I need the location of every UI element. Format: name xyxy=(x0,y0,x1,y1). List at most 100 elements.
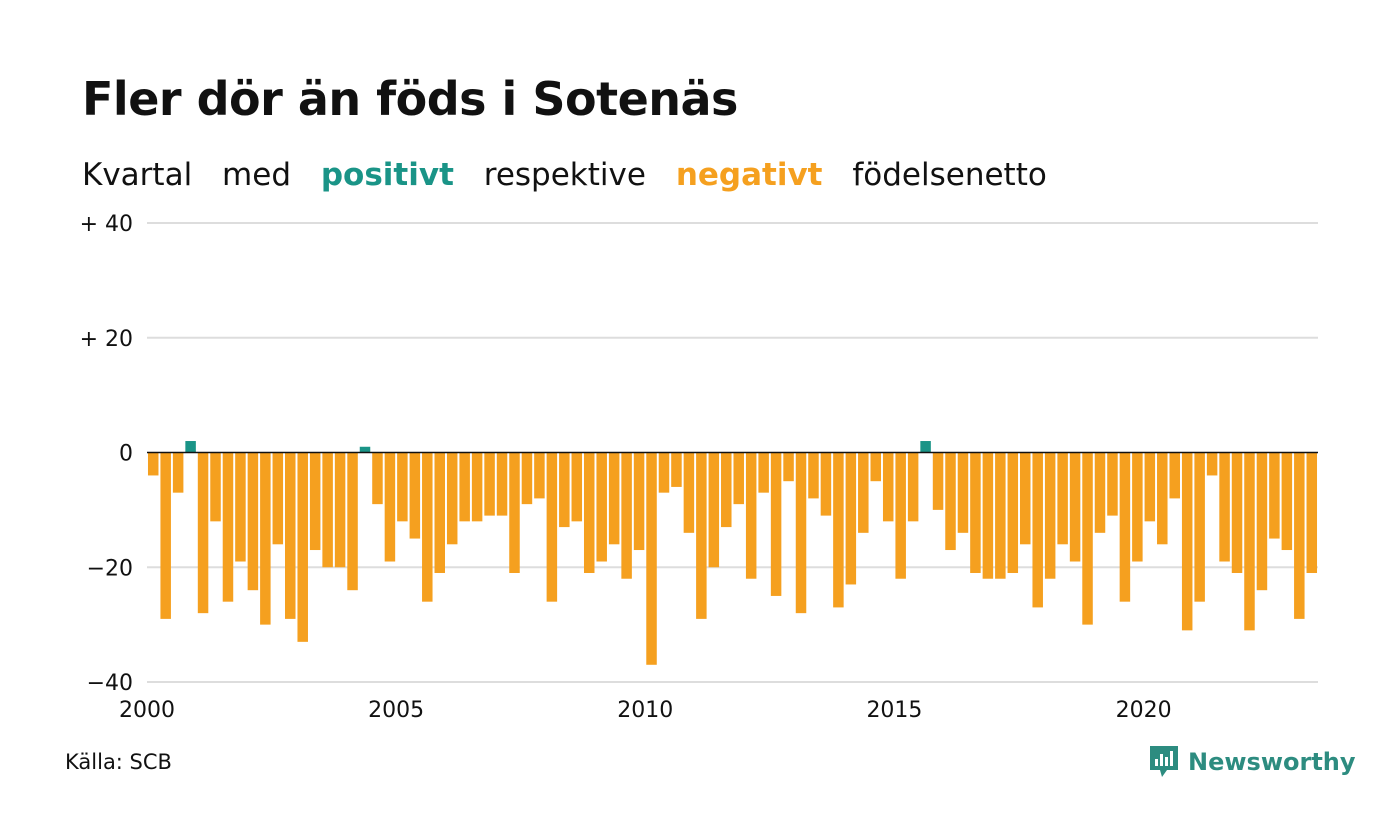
chart-title: Fler dör än föds i Sotenäs xyxy=(82,72,738,126)
bar xyxy=(1269,452,1280,539)
bar xyxy=(347,452,358,591)
bar xyxy=(272,452,284,545)
bar xyxy=(995,452,1006,579)
bar xyxy=(222,452,234,602)
x-tick-label: 2005 xyxy=(368,698,424,723)
bar xyxy=(882,452,894,522)
bar xyxy=(646,452,657,665)
bar xyxy=(721,452,732,528)
bar xyxy=(596,452,607,562)
bar xyxy=(770,452,782,596)
bar xyxy=(247,452,259,591)
bar xyxy=(1281,452,1293,551)
bar xyxy=(895,452,906,579)
bar xyxy=(1119,452,1131,602)
bar xyxy=(1020,452,1031,545)
bar xyxy=(920,441,931,453)
bar xyxy=(658,452,670,493)
x-tick-label: 2020 xyxy=(1116,698,1172,723)
bar xyxy=(1194,452,1205,602)
bar xyxy=(858,452,869,533)
bar xyxy=(1069,452,1081,562)
bar xyxy=(870,452,882,482)
chart-subtitle: Kvartal med positivt respektive negativt… xyxy=(82,157,1067,193)
bar xyxy=(907,452,919,522)
bar xyxy=(147,452,159,476)
subtitle-negative-label: negativt xyxy=(675,157,823,193)
bar xyxy=(210,452,221,522)
bar xyxy=(1206,452,1218,476)
bar xyxy=(1032,452,1043,608)
bar xyxy=(783,452,794,482)
bar xyxy=(633,452,645,551)
bar xyxy=(1057,452,1068,545)
bar xyxy=(521,452,533,505)
x-tick-label: 2010 xyxy=(617,698,673,723)
y-tick-label: + 20 xyxy=(80,327,133,352)
subtitle-word-1: Kvartal xyxy=(82,157,193,193)
bar xyxy=(696,452,707,619)
bar xyxy=(808,452,819,499)
source-note: Källa: SCB xyxy=(65,750,172,774)
bar xyxy=(1107,452,1118,516)
bar xyxy=(621,452,632,579)
bar xyxy=(608,452,620,545)
bar xyxy=(1219,452,1230,562)
bar xyxy=(260,452,271,625)
subtitle-positive-label: positivt xyxy=(320,157,454,193)
x-tick-label: 2015 xyxy=(866,698,922,723)
y-tick-label: −40 xyxy=(87,671,133,696)
subtitle-word-2: med xyxy=(222,157,291,193)
bar xyxy=(285,452,296,619)
bar xyxy=(1181,452,1193,631)
bar xyxy=(957,452,969,533)
bar xyxy=(1169,452,1180,499)
bar xyxy=(484,452,495,516)
bar xyxy=(534,452,545,499)
bar xyxy=(1294,452,1305,619)
bar xyxy=(1256,452,1268,591)
bar xyxy=(496,452,508,516)
bar xyxy=(509,452,520,573)
bar xyxy=(1144,452,1156,522)
bar xyxy=(745,452,757,579)
bar xyxy=(1231,452,1243,573)
bar xyxy=(845,452,857,585)
y-tick-label: + 40 xyxy=(80,212,133,237)
bar xyxy=(1007,452,1019,573)
bar xyxy=(795,452,807,614)
bar xyxy=(359,446,371,453)
bar xyxy=(683,452,695,533)
bar xyxy=(1244,452,1255,631)
bar xyxy=(185,441,196,453)
bar xyxy=(559,452,570,528)
bar xyxy=(235,452,246,562)
bar xyxy=(409,452,421,539)
subtitle-word-3: respektive xyxy=(483,157,646,193)
bar xyxy=(1044,452,1056,579)
bar xyxy=(1157,452,1168,545)
bar xyxy=(372,452,383,505)
subtitle-word-4: födelsenetto xyxy=(852,157,1047,193)
bar xyxy=(708,452,720,568)
y-tick-label: 0 xyxy=(119,442,133,467)
bar xyxy=(197,452,209,614)
bar-chart-speech-bubble-icon xyxy=(1150,746,1178,777)
bar xyxy=(160,452,171,619)
bar xyxy=(932,452,944,510)
bar xyxy=(471,452,483,522)
bar xyxy=(733,452,744,505)
bar xyxy=(571,452,583,522)
bar xyxy=(434,452,445,573)
bar xyxy=(459,452,470,522)
bar xyxy=(671,452,682,487)
bar xyxy=(833,452,844,608)
bar xyxy=(309,452,321,551)
bar xyxy=(583,452,595,573)
bar xyxy=(1082,452,1093,625)
bar xyxy=(758,452,769,493)
x-tick-label: 2000 xyxy=(119,698,175,723)
bar xyxy=(397,452,408,522)
brand-name: Newsworthy xyxy=(1188,748,1356,776)
bar xyxy=(172,452,184,493)
